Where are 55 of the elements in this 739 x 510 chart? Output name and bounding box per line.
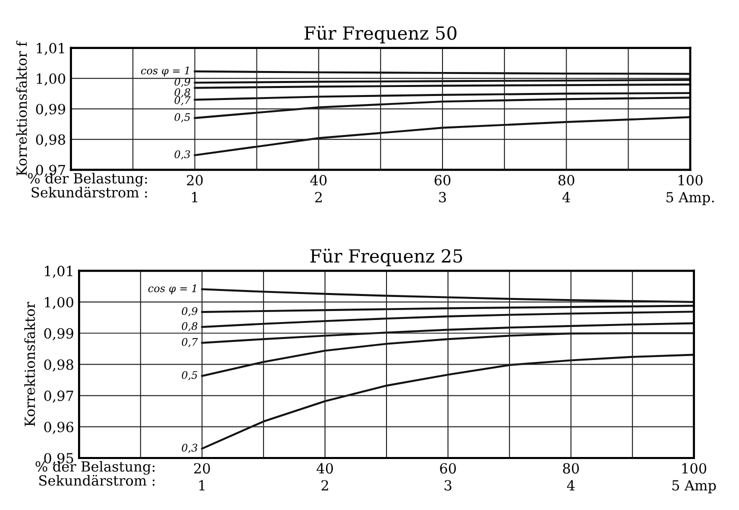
x2-tick-label: 5 Amp. [666, 192, 714, 206]
x-tick-label: 60 [434, 174, 450, 186]
x2-tick-label: 1 [192, 192, 198, 202]
series-label: 0,7 [182, 338, 198, 348]
x2-tick-label: 1 [199, 480, 204, 490]
x2-tick-label: 2 [315, 192, 322, 202]
line-series [201, 332, 694, 377]
series-label: 0,9 [182, 307, 198, 316]
y-tick-label: 0,99 [36, 104, 66, 116]
x2-tick-label: 2 [322, 480, 328, 490]
y-tick-label: 1,00 [44, 296, 74, 310]
y-tick-label: 1,01 [36, 42, 64, 56]
x-tick-label: 40 [316, 463, 333, 474]
x-tick-label: 20 [194, 463, 210, 474]
x2-tick-label: 4 [562, 192, 570, 202]
y-tick-label: 0,98 [36, 134, 66, 147]
x-tick-label: 80 [558, 174, 574, 186]
y-tick-label: 0,98 [44, 359, 74, 372]
series-label: 0,3 [174, 150, 190, 160]
series-label: 0,7 [174, 96, 191, 106]
chart-title: Für Frequenz 25 [310, 248, 462, 266]
line-series [201, 310, 694, 328]
x-tick-label: 100 [678, 174, 703, 186]
x2-tick-label: 5 Amp [672, 480, 716, 494]
series-label: 0,8 [182, 322, 198, 332]
series-label: 0,8 [174, 88, 190, 98]
x-tick-label: 100 [682, 463, 706, 474]
x2-tick-label: 4 [566, 480, 575, 490]
x-tick-label: 40 [310, 174, 327, 186]
y-tick-label: 1,01 [44, 266, 72, 278]
y-axis-title: Korrektionsfaktor [24, 302, 36, 426]
y-axis-title: Korrektionsfaktor f [16, 40, 27, 176]
y-tick-label: 1,00 [36, 73, 66, 86]
line-series [194, 96, 690, 119]
series-label: cos φ = 1 [148, 284, 196, 294]
y-tick-label: 0,99 [44, 328, 74, 340]
x2-axis-title: Sekundärstrom : [32, 186, 147, 198]
series-label: cos φ = 1 [141, 66, 189, 76]
x2-tick-label: 3 [439, 192, 446, 202]
line-series [201, 354, 694, 450]
line-series [194, 116, 690, 156]
chart-title: Für Frequenz 50 [304, 26, 456, 44]
series-label: 0,5 [182, 371, 198, 380]
series-label: 0,9 [174, 78, 190, 87]
series-label: 0,5 [174, 113, 190, 122]
x2-axis-title: Sekundärstrom : [39, 474, 154, 486]
y-tick-label: 0,96 [44, 422, 74, 434]
y-tick-label: 0,97 [44, 390, 74, 403]
x-tick-label: 20 [186, 174, 203, 186]
line-series [194, 92, 690, 101]
series-label: 0,3 [182, 444, 198, 453]
x-tick-label: 80 [563, 463, 579, 474]
x-tick-label: 60 [440, 463, 456, 474]
x2-tick-label: 3 [444, 480, 452, 491]
line-series [201, 322, 694, 344]
